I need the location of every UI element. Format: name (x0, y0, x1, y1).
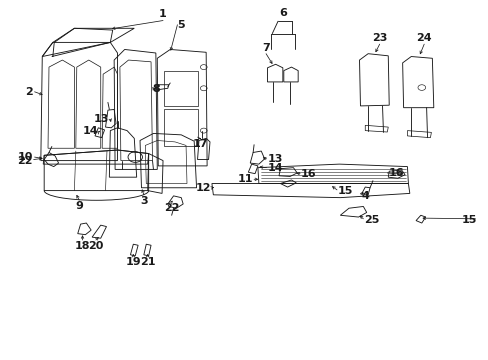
Text: 22: 22 (17, 156, 33, 166)
Text: 24: 24 (416, 33, 431, 43)
Text: 16: 16 (387, 168, 403, 178)
Text: 16: 16 (301, 168, 316, 179)
Text: 21: 21 (140, 257, 155, 267)
Text: 18: 18 (75, 241, 90, 251)
Text: 5: 5 (177, 20, 184, 30)
Text: 15: 15 (337, 186, 353, 195)
Bar (163, 109, 197, 147)
Text: 19: 19 (125, 257, 141, 267)
Text: 20: 20 (88, 241, 103, 251)
Text: 6: 6 (278, 8, 286, 18)
Text: 13: 13 (267, 154, 282, 164)
Text: 13: 13 (94, 114, 109, 124)
Text: 14: 14 (267, 163, 283, 173)
Text: 9: 9 (75, 201, 83, 211)
Bar (163, 71, 197, 106)
Text: 11: 11 (237, 174, 253, 184)
Text: 7: 7 (262, 43, 269, 53)
Text: 25: 25 (364, 215, 379, 225)
Text: 14: 14 (82, 126, 98, 136)
Text: 4: 4 (361, 191, 369, 201)
Text: 1: 1 (159, 9, 166, 19)
Text: 17: 17 (192, 139, 208, 149)
Text: 15: 15 (461, 215, 476, 225)
Text: 8: 8 (152, 84, 160, 94)
Text: 12: 12 (195, 183, 210, 193)
Text: 22: 22 (163, 203, 179, 213)
Text: 10: 10 (17, 152, 33, 162)
Text: 2: 2 (25, 87, 33, 97)
Text: 3: 3 (140, 196, 147, 206)
Text: 23: 23 (371, 33, 386, 43)
